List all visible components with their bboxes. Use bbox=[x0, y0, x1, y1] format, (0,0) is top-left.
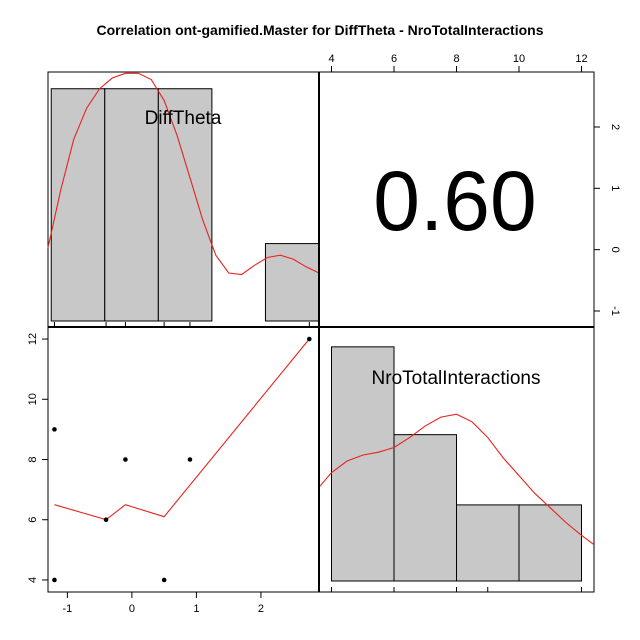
density-curve bbox=[47, 72, 320, 276]
scatter-point bbox=[123, 457, 128, 462]
tick-label: 8 bbox=[27, 456, 39, 462]
scatter-point bbox=[307, 336, 312, 342]
tick-label: 8 bbox=[453, 53, 459, 65]
histogram-bar bbox=[331, 346, 395, 582]
tick-label: 0 bbox=[609, 247, 621, 253]
tick-label: 10 bbox=[27, 393, 39, 405]
tick-label: -1 bbox=[609, 306, 621, 316]
scatter-point bbox=[52, 577, 57, 583]
histogram-bar bbox=[456, 504, 520, 582]
panel-diag-hist-2: NroTotalInteractions bbox=[318, 326, 595, 593]
smooth-line bbox=[54, 338, 310, 521]
panel-correlation: 0.60 bbox=[318, 71, 595, 328]
scatter-point bbox=[52, 427, 57, 432]
tick-label: 12 bbox=[27, 333, 39, 345]
histogram-bar bbox=[393, 434, 457, 582]
histogram-bar bbox=[50, 88, 106, 322]
histogram-bar bbox=[104, 88, 159, 322]
tick-label: 1 bbox=[193, 603, 199, 615]
scatter-point bbox=[161, 577, 167, 583]
tick-label: 12 bbox=[575, 53, 587, 65]
histogram-bar bbox=[157, 88, 213, 322]
panel-frame bbox=[47, 326, 320, 593]
variable-label-1: DiffTheta bbox=[145, 108, 222, 129]
tick-label: 10 bbox=[513, 53, 525, 65]
histogram-bar bbox=[518, 504, 582, 582]
tick-label: 6 bbox=[391, 53, 397, 65]
tick-label: 2 bbox=[258, 603, 264, 615]
histogram-bar bbox=[264, 243, 320, 322]
tick-label: 6 bbox=[27, 517, 39, 523]
correlation-value: 0.60 bbox=[373, 154, 537, 248]
scatter-point bbox=[103, 517, 109, 523]
top-axis: 4 6 8 10 12 bbox=[328, 53, 588, 73]
tick-label: 2 bbox=[609, 124, 621, 130]
scatter-point bbox=[187, 457, 193, 462]
tick-label: 0 bbox=[129, 603, 135, 615]
panel-diag-hist-1: DiffTheta bbox=[47, 71, 320, 328]
panel-scatter bbox=[47, 326, 320, 593]
tick-label: 4 bbox=[328, 53, 334, 65]
variable-label-2: NroTotalInteractions bbox=[372, 368, 541, 389]
bottom-axis: -1 0 1 2 bbox=[62, 591, 264, 615]
tick-label: 1 bbox=[609, 185, 621, 191]
right-axis: 2 1 0 -1 bbox=[593, 124, 621, 316]
tick-label: 4 bbox=[27, 577, 39, 583]
density-curve bbox=[318, 413, 595, 546]
chart-title: Correlation ont-gamified.Master for Diff… bbox=[97, 22, 544, 38]
left-axis: 12 10 8 6 4 bbox=[27, 333, 49, 583]
tick-label: -1 bbox=[62, 603, 72, 615]
